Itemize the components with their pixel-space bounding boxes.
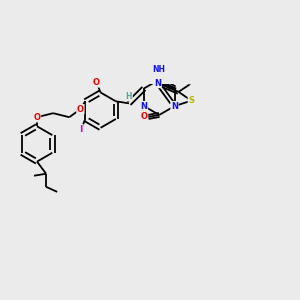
Text: N: N	[140, 102, 147, 111]
Text: O: O	[34, 113, 40, 122]
Text: S: S	[188, 96, 194, 105]
Text: O: O	[77, 105, 84, 114]
Text: H: H	[126, 92, 132, 101]
Text: I: I	[80, 124, 83, 134]
Text: O: O	[93, 78, 100, 87]
Text: NH: NH	[153, 65, 166, 74]
Text: O: O	[141, 112, 148, 122]
Text: N: N	[154, 79, 161, 88]
Text: N: N	[171, 102, 178, 111]
